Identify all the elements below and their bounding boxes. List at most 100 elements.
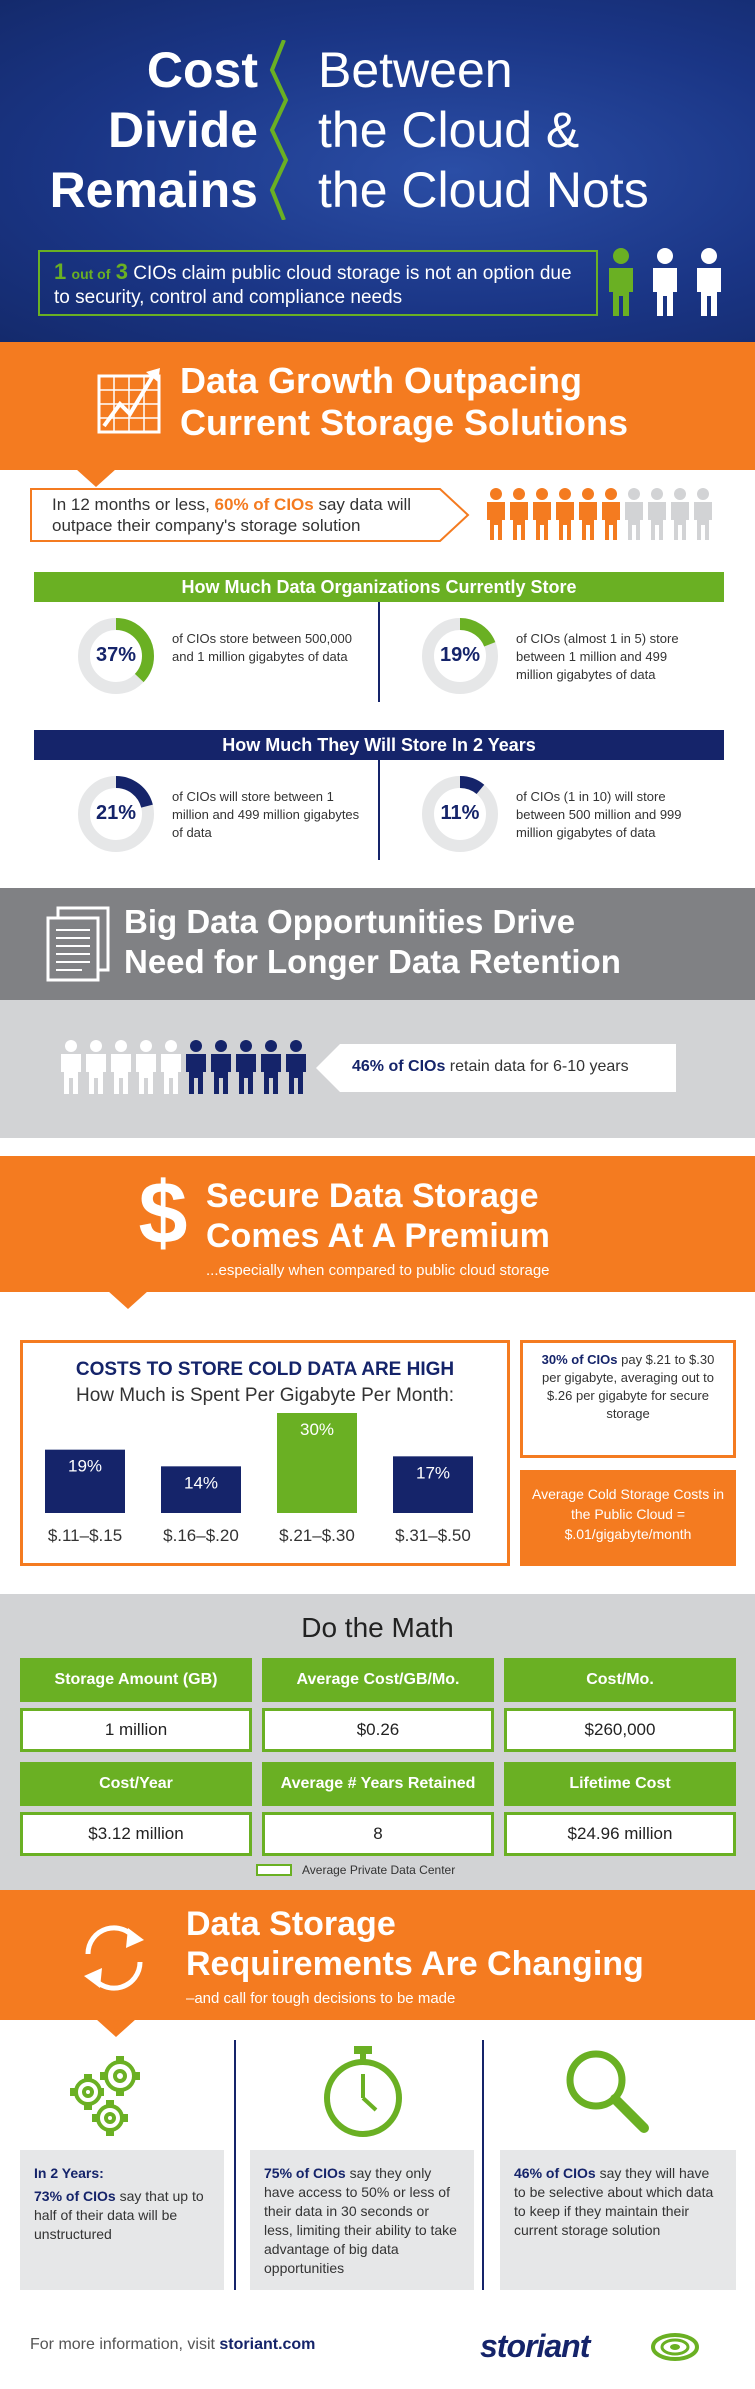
current-item-2: 19% of CIOs (almost 1 in 5) store betwee… [420, 616, 720, 700]
growth-banner-notch [76, 469, 116, 487]
person-gray-icon [671, 488, 689, 540]
math-header: Average Cost/GB/Mo. [262, 1658, 494, 1702]
header-title-right: Between the Cloud & the Cloud Nots [318, 42, 649, 218]
person-gray-icon [694, 488, 712, 540]
person-white-icon [61, 1040, 81, 1094]
public-cloud-note: Average Cold Storage Costs in the Public… [520, 1470, 736, 1566]
current-item-1: 37% of CIOs store between 500,000 and 1 … [76, 616, 376, 700]
secure-banner-notch [108, 1291, 148, 1309]
future-item-2: 11% of CIOs (1 in 10) will store between… [420, 774, 720, 858]
person-green-icon [609, 248, 633, 316]
person-icons [609, 248, 721, 316]
growth-people [487, 488, 712, 540]
bar [161, 1466, 241, 1513]
math-cell: $260,000 [504, 1708, 736, 1752]
future-item-1: 21% of CIOs will store between 1 million… [76, 774, 376, 858]
bigdata-callout: 46% of CIOs retain data for 6-10 years [316, 1044, 676, 1092]
category-label: $.16–$.20 [163, 1526, 239, 1545]
legend-swatch [256, 1864, 292, 1876]
header-title-left: Cost Divide Remains [49, 42, 258, 218]
donut-fill [422, 618, 498, 694]
category-label: $.11–$.15 [48, 1526, 122, 1545]
header-stat-box: 1 out of 3 CIOs claim public cloud stora… [38, 250, 598, 316]
person-orange-icon [602, 488, 620, 540]
math-header: Cost/Mo. [504, 1658, 736, 1702]
storiant-link[interactable]: storiant.com [219, 2336, 316, 2353]
person-white-icon [653, 248, 677, 316]
changing-divider [234, 2040, 236, 2290]
person-gray-icon [648, 488, 666, 540]
footer: For more information, visit storiant.com… [30, 2326, 730, 2366]
person-orange-icon [556, 488, 574, 540]
math-cell: $24.96 million [504, 1812, 736, 1856]
bar [277, 1413, 357, 1513]
person-navy-icon [261, 1040, 281, 1094]
changing-banner: Data Storage Requirements Are Changing –… [0, 1890, 755, 2020]
bigdata-title: Big Data Opportunities Drive Need for Lo… [124, 903, 621, 980]
donut-chart [422, 776, 498, 852]
header-section: Cost Divide Remains Between the Cloud & … [0, 0, 755, 342]
changing-col-2: 75% of CIOs say they only have access to… [250, 2150, 474, 2290]
donut-chart [78, 618, 154, 694]
dollar-icon: $ [138, 1163, 188, 1262]
bar-value-label: 30% [300, 1420, 334, 1439]
category-label: $.31–$.50 [395, 1526, 471, 1545]
changing-subtitle: –and call for tough decisions to be made [186, 1990, 456, 2007]
secure-title: Secure Data Storage Comes At A Premium [206, 1177, 550, 1255]
math-header: Storage Amount (GB) [20, 1658, 252, 1702]
person-orange-icon [533, 488, 551, 540]
growth-callout: In 12 months or less, 60% of CIOs say da… [30, 488, 470, 542]
cost-bar-chart: 19% $.11–$.15 14% $.16–$.20 30% $.21–$.30 17% $… [45, 1413, 473, 1545]
future-heading: How Much They Will Store In 2 Years [34, 730, 724, 760]
growth-title: Data Growth Outpacing Current Storage So… [180, 360, 629, 443]
secure-subtitle: ...especially when compared to public cl… [206, 1262, 550, 1279]
donut-chart [422, 618, 498, 694]
zigzag-divider [269, 40, 289, 220]
person-navy-icon [211, 1040, 231, 1094]
person-white-icon [697, 248, 721, 316]
donut-chart [78, 776, 154, 852]
growth-chart-icon [97, 368, 161, 434]
changing-title: Data Storage Requirements Are Changing [186, 1905, 644, 1983]
math-header: Cost/Year [20, 1762, 252, 1806]
costs-subtitle: How Much is Spent Per Gigabyte Per Month… [75, 1385, 455, 1406]
bigdata-people [61, 1040, 306, 1094]
person-navy-icon [236, 1040, 256, 1094]
costs-title: COSTS TO STORE COLD DATA ARE HIGH [75, 1359, 455, 1380]
stopwatch-icon [324, 2046, 402, 2137]
math-cell: $0.26 [262, 1708, 494, 1752]
math-table: Storage Amount (GB) Average Cost/GB/Mo. … [20, 1658, 736, 1866]
changing-col-3: 46% of CIOs say they will have to be sel… [500, 2150, 736, 2290]
documents-icon [46, 906, 110, 982]
category-label: $.21–$.30 [279, 1526, 355, 1545]
math-header: Lifetime Cost [504, 1762, 736, 1806]
storiant-swirl-icon [651, 2333, 699, 2361]
gears-icon [70, 2056, 140, 2136]
math-header: Average # Years Retained [262, 1762, 494, 1806]
person-white-icon [161, 1040, 181, 1094]
changing-col-1: In 2 Years: 73% of CIOs say that up to h… [20, 2150, 224, 2290]
person-white-icon [111, 1040, 131, 1094]
bar [45, 1449, 125, 1513]
donut-fill [78, 618, 154, 694]
person-gray-icon [625, 488, 643, 540]
refresh-icon [84, 1925, 144, 1991]
person-orange-icon [510, 488, 528, 540]
person-orange-icon [487, 488, 505, 540]
costs-chart-box: COSTS TO STORE COLD DATA ARE HIGH How Mu… [20, 1340, 510, 1566]
person-navy-icon [186, 1040, 206, 1094]
person-white-icon [86, 1040, 106, 1094]
math-cell: $3.12 million [20, 1812, 252, 1856]
magnifier-icon [566, 2050, 649, 2133]
person-orange-icon [579, 488, 597, 540]
secure-banner: $ Secure Data Storage Comes At A Premium… [0, 1156, 755, 1292]
costs-side-box: 30% of CIOs pay $.21 to $.30 per gigabyt… [520, 1340, 736, 1458]
donut-fill [78, 776, 154, 852]
current-heading: How Much Data Organizations Currently St… [34, 572, 724, 602]
bigdata-banner: Big Data Opportunities Drive Need for Lo… [0, 888, 755, 1000]
current-divider [378, 602, 380, 702]
person-navy-icon [286, 1040, 306, 1094]
donut-fill [422, 776, 498, 852]
math-cell: 8 [262, 1812, 494, 1856]
bar-value-label: 19% [68, 1457, 102, 1476]
